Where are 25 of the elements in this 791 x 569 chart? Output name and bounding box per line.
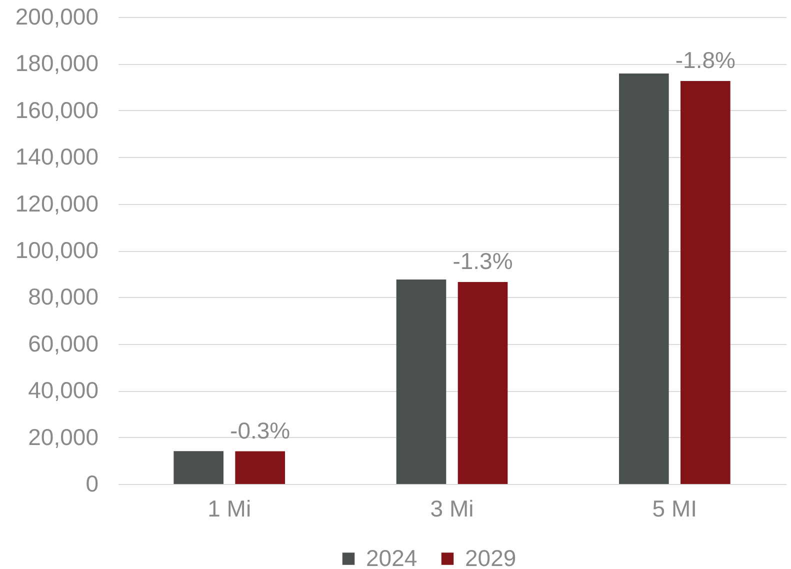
bar (458, 282, 508, 484)
y-tick-label: 60,000 (28, 330, 98, 356)
bar (174, 451, 224, 484)
annotation: -0.3% (230, 417, 290, 444)
y-tick-label: 160,000 (15, 96, 98, 123)
legend-label: 2024 (366, 544, 418, 569)
y-tick-label: 80,000 (28, 284, 98, 310)
y-tick-label: 20,000 (28, 424, 98, 450)
y-tick-label: 40,000 (28, 377, 98, 404)
y-tick-label: 200,000 (15, 4, 98, 30)
y-tick-label: 120,000 (15, 190, 98, 216)
x-tick-label: 3 Mi (430, 496, 474, 522)
y-tick-label: 140,000 (15, 144, 98, 170)
x-tick-label: 1 Mi (208, 496, 252, 522)
y-tick-label: 0 (86, 470, 98, 496)
annotation: -1.8% (675, 46, 736, 73)
y-tick-label: 100,000 (15, 237, 98, 263)
bar (396, 279, 446, 484)
bar (680, 80, 730, 484)
bar (619, 74, 669, 484)
bar (235, 451, 285, 484)
legend-label: 2029 (465, 544, 516, 569)
x-tick-label: 5 MI (652, 496, 698, 522)
annotation: -1.3% (452, 248, 513, 274)
y-tick-label: 180,000 (15, 50, 98, 76)
